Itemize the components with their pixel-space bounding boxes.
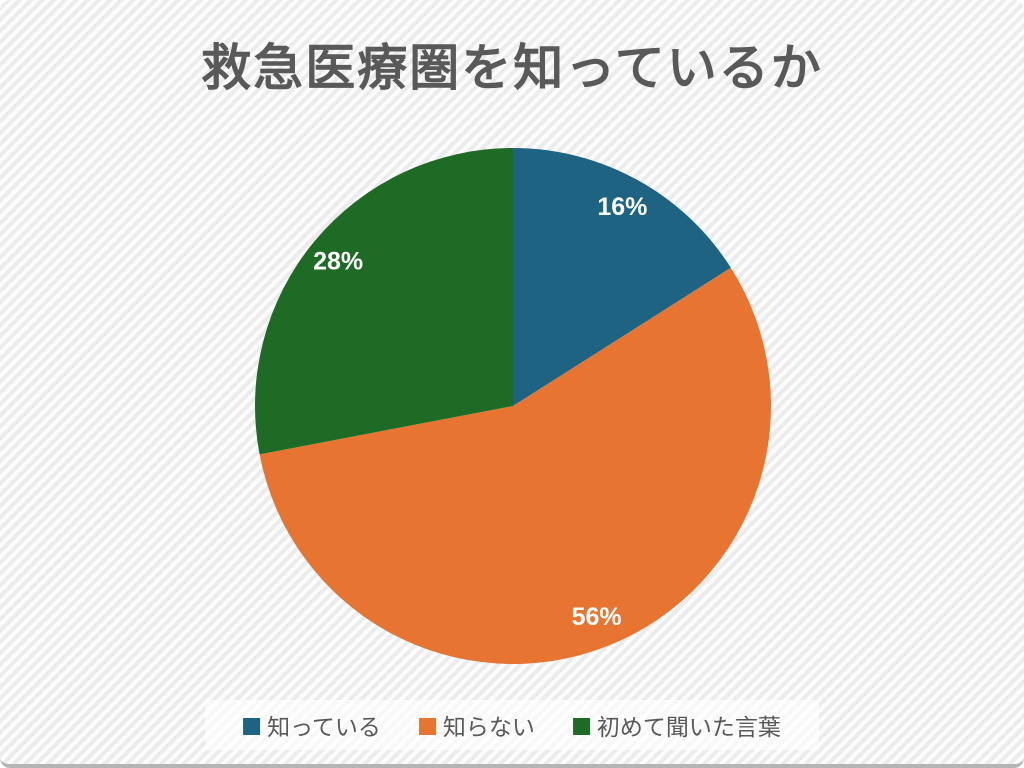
chart-title: 救急医療圏を知っているか: [201, 40, 823, 96]
pie-chart-svg: 16% 56% 28%: [255, 148, 772, 664]
legend-item: 初めて聞いた言葉: [572, 708, 781, 742]
pie-slice-2: [259, 267, 772, 664]
legend-label: 知っている: [267, 714, 381, 740]
legend-swatch-icon: [418, 717, 436, 735]
legend-swatch-icon: [243, 717, 261, 735]
legend-swatch-icon: [572, 717, 590, 735]
pie-data-label: 16%: [597, 193, 647, 221]
legend-item: 知らない: [418, 708, 535, 742]
pie-chart: 16% 56% 28%: [253, 146, 773, 666]
pie-slice-1: [513, 148, 731, 406]
legend-label: 初めて聞いた言葉: [596, 714, 781, 740]
chart-legend: 知っている 知らない 初めて聞いた言葉: [205, 700, 819, 750]
legend-label: 知らない: [442, 714, 535, 740]
pie-data-label: 56%: [572, 603, 622, 631]
legend-item: 知っている: [243, 708, 381, 742]
pie-data-label: 28%: [313, 247, 363, 275]
pie-slice-3: [255, 148, 513, 455]
